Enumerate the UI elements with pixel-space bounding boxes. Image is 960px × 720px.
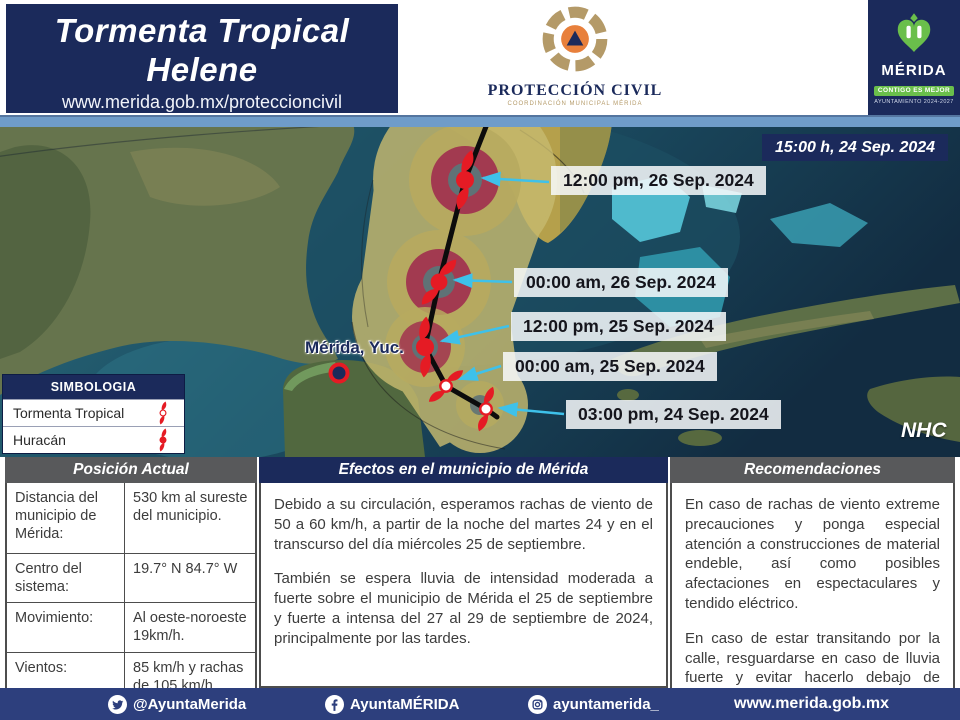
symbology-legend: SIMBOLOGIA Tormenta Tropical Huracán xyxy=(2,374,185,454)
forecast-map: 15:00 h, 24 Sep. 2024 12:00 pm, 26 Sep. … xyxy=(0,127,960,457)
website-url[interactable]: www.merida.gob.mx xyxy=(734,688,889,720)
merida-heart-icon xyxy=(897,13,931,52)
proteccion-civil-url[interactable]: www.merida.gob.mx/proteccioncivil xyxy=(61,91,343,112)
tropical-storm-icon xyxy=(154,401,172,425)
legend-item-tormenta-tropical: Tormenta Tropical xyxy=(3,399,184,426)
position-column: Posición Actual Distancia del municipio … xyxy=(5,457,257,703)
effects-body: Debido a su circulación, esperamos racha… xyxy=(259,483,668,688)
recommendations-paragraph-1: En caso de rachas de viento extreme prec… xyxy=(685,496,940,612)
legend-label-tormenta: Tormenta Tropical xyxy=(13,405,125,421)
recommendations-column: Recomendaciones En caso de rachas de vie… xyxy=(670,457,955,720)
instagram-handle[interactable]: ayuntamerida_ xyxy=(528,688,659,720)
twitter-text: @AyuntaMerida xyxy=(133,695,247,713)
row-value-distancia: 530 km al sureste del municipio. xyxy=(133,490,248,525)
legend-label-huracan: Huracán xyxy=(13,432,66,448)
merida-tagline: CONTIGO ES MEJOR xyxy=(873,85,955,96)
track-label-24sep-03pm: 03:00 pm, 24 Sep. 2024 xyxy=(566,400,781,429)
nhc-source-label: NHC xyxy=(901,419,947,442)
title-banner: Tormenta Tropical Helene www.merida.gob.… xyxy=(6,4,398,113)
footer: @AyuntaMerida AyuntaMÉRIDA ayuntamerida_… xyxy=(0,688,960,720)
instagram-text: ayuntamerida_ xyxy=(553,695,659,713)
row-value-movimiento: Al oeste-noroeste 19km/h. xyxy=(133,610,247,645)
merida-logo: MÉRIDA CONTIGO ES MEJOR AYUNTAMIENTO 202… xyxy=(868,0,960,115)
effects-paragraph-1: Debido a su circulación, esperamos racha… xyxy=(274,496,653,553)
facebook-text: AyuntaMÉRIDA xyxy=(350,695,460,713)
instagram-icon xyxy=(528,694,547,714)
twitter-handle[interactable]: @AyuntaMerida xyxy=(108,688,246,720)
row-label-vientos: Vientos: xyxy=(7,652,125,701)
header: Tormenta Tropical Helene www.merida.gob.… xyxy=(0,0,960,115)
legend-title: SIMBOLOGIA xyxy=(3,375,184,399)
recommendations-header: Recomendaciones xyxy=(670,457,955,483)
table-row: Movimiento: Al oeste-noroeste 19km/h. xyxy=(7,602,255,652)
facebook-icon xyxy=(325,694,344,714)
website-text: www.merida.gob.mx xyxy=(734,695,889,712)
proteccion-civil-logo: PROTECCIÓN CIVIL COORDINACIÓN MUNICIPAL … xyxy=(460,2,690,114)
track-label-26sep-12pm: 12:00 pm, 26 Sep. 2024 xyxy=(551,166,766,195)
hurricane-icon xyxy=(154,428,172,452)
facebook-handle[interactable]: AyuntaMÉRIDA xyxy=(325,688,459,720)
info-tables: Posición Actual Distancia del municipio … xyxy=(5,457,955,720)
table-row: Centro del sistema: 19.7° N 84.7° W xyxy=(7,553,255,603)
track-label-25sep-00am: 00:00 am, 25 Sep. 2024 xyxy=(503,352,717,381)
divider-strip xyxy=(0,115,960,127)
track-label-26sep-00am: 00:00 am, 26 Sep. 2024 xyxy=(514,268,728,297)
row-label-centro: Centro del sistema: xyxy=(7,554,125,603)
page-title: Tormenta Tropical Helene xyxy=(54,12,350,88)
effects-column: Efectos en el municipio de Mérida Debido… xyxy=(259,457,668,688)
effects-paragraph-2: También se espera lluvia de intensidad m… xyxy=(274,570,653,647)
basemap-graphic xyxy=(0,127,960,457)
position-body: Distancia del municipio de Mérida: 530 k… xyxy=(5,483,257,703)
proteccion-civil-subtitle: COORDINACIÓN MUNICIPAL MÉRIDA xyxy=(507,101,643,107)
legend-item-huracan: Huracán xyxy=(3,426,184,453)
merida-city-label: Mérida, Yuc. xyxy=(305,338,404,357)
issued-timestamp-badge: 15:00 h, 24 Sep. 2024 xyxy=(762,134,948,161)
proteccion-civil-emblem-icon xyxy=(542,6,608,72)
twitter-icon xyxy=(108,694,127,714)
position-header: Posición Actual xyxy=(5,457,257,483)
proteccion-civil-name: PROTECCIÓN CIVIL xyxy=(487,82,663,99)
recommendations-body: En caso de rachas de viento extreme prec… xyxy=(670,483,955,720)
effects-header: Efectos en el municipio de Mérida xyxy=(259,457,668,483)
track-label-25sep-12pm: 12:00 pm, 25 Sep. 2024 xyxy=(511,312,726,341)
row-label-movimiento: Movimiento: xyxy=(7,603,125,652)
row-value-centro: 19.7° N 84.7° W xyxy=(133,561,238,577)
merida-name: MÉRIDA xyxy=(881,62,947,79)
row-label-distancia: Distancia del municipio de Mérida: xyxy=(7,483,125,553)
table-row: Distancia del municipio de Mérida: 530 k… xyxy=(7,483,255,553)
merida-administration: AYUNTAMIENTO 2024-2027 xyxy=(874,99,954,105)
